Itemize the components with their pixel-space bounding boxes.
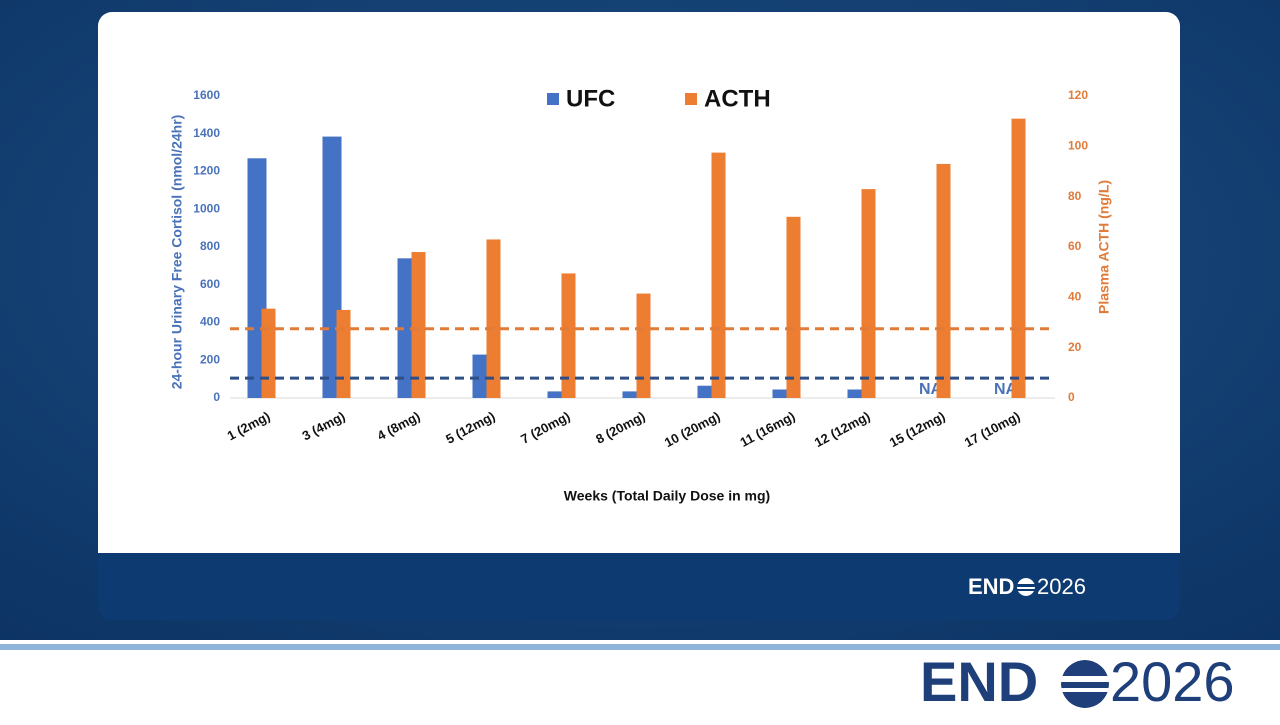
bar bbox=[486, 239, 501, 398]
y-axis-title: 24-hour Urinary Free Cortisol (nmol/24hr… bbox=[169, 115, 185, 390]
bar bbox=[261, 308, 276, 398]
bar bbox=[772, 389, 792, 398]
y-tick-label: 1000 bbox=[193, 201, 220, 215]
bar bbox=[1011, 118, 1026, 399]
y2-tick-label: 60 bbox=[1068, 239, 1082, 253]
bar bbox=[411, 252, 426, 398]
bar bbox=[786, 216, 801, 398]
y2-tick-label: 120 bbox=[1068, 88, 1088, 102]
legend-label: ACTH bbox=[704, 85, 771, 112]
legend-label: UFC bbox=[566, 85, 615, 112]
legend-swatch bbox=[685, 93, 697, 105]
y2-axis-title: Plasma ACTH (ng/L) bbox=[1096, 180, 1112, 314]
bar bbox=[861, 189, 876, 398]
bar bbox=[636, 293, 651, 398]
footer-stripe bbox=[0, 644, 1280, 650]
y2-tick-label: 20 bbox=[1068, 340, 1082, 354]
y-tick-label: 200 bbox=[200, 352, 220, 366]
y-tick-label: 1400 bbox=[193, 126, 220, 140]
y-tick-label: 1200 bbox=[193, 164, 220, 178]
y-tick-label: 400 bbox=[200, 315, 220, 329]
bar bbox=[561, 273, 576, 398]
y-tick-label: 0 bbox=[213, 390, 220, 404]
bar bbox=[547, 391, 567, 398]
bar bbox=[336, 309, 351, 398]
logo-bold: END bbox=[968, 574, 1014, 599]
y-tick-label: 800 bbox=[200, 239, 220, 253]
bar bbox=[847, 389, 867, 398]
y2-tick-label: 100 bbox=[1068, 139, 1088, 153]
footer-logo-light: 2026 bbox=[1110, 650, 1235, 713]
bar bbox=[711, 152, 726, 398]
y2-tick-label: 80 bbox=[1068, 189, 1082, 203]
bar bbox=[936, 163, 951, 398]
y-tick-label: 600 bbox=[200, 277, 220, 291]
chart-card bbox=[98, 12, 1180, 553]
y2-tick-label: 40 bbox=[1068, 290, 1082, 304]
y2-tick-label: 0 bbox=[1068, 390, 1075, 404]
y-tick-label: 1600 bbox=[193, 88, 220, 102]
logo-light: 2026 bbox=[1037, 574, 1086, 599]
logo-globe bbox=[1017, 578, 1035, 596]
bar bbox=[622, 391, 642, 398]
footer-logo-globe bbox=[1061, 660, 1109, 708]
x-axis-title: Weeks (Total Daily Dose in mg) bbox=[564, 488, 770, 504]
footer-logo-bold: END bbox=[920, 650, 1038, 713]
legend-swatch bbox=[547, 93, 559, 105]
